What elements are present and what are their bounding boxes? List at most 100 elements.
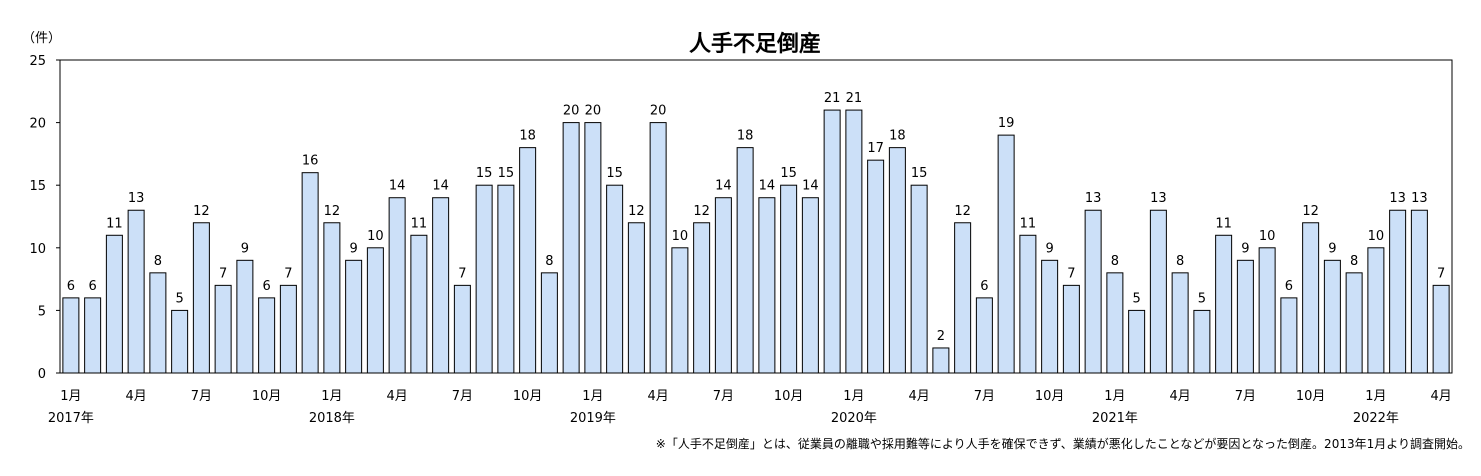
- data-label: 12: [324, 204, 341, 219]
- data-label: 13: [1389, 191, 1406, 206]
- data-label: 15: [606, 166, 623, 181]
- data-label: 8: [1176, 254, 1184, 269]
- x-month-label: 10月: [513, 389, 543, 404]
- data-label: 5: [1198, 291, 1206, 306]
- x-year-label: 2021年: [1092, 411, 1138, 426]
- x-month-label: 10月: [1035, 389, 1065, 404]
- data-label: 15: [476, 166, 493, 181]
- x-month-label: 7月: [452, 389, 473, 404]
- x-year-label: 2017年: [48, 411, 94, 426]
- bar: [127, 209, 145, 374]
- bar: [845, 109, 863, 374]
- x-month-label: 1月: [321, 389, 342, 404]
- bar: [693, 222, 711, 374]
- bar: [1236, 259, 1254, 374]
- x-month-label: 7月: [1235, 389, 1256, 404]
- x-month-label: 7月: [974, 389, 995, 404]
- data-label: 7: [1067, 266, 1075, 281]
- data-label: 19: [998, 116, 1015, 131]
- data-label: 8: [154, 254, 162, 269]
- data-label: 12: [954, 204, 971, 219]
- data-label: 10: [367, 229, 384, 244]
- data-label: 6: [262, 279, 270, 294]
- bar: [823, 109, 841, 374]
- data-label: 6: [67, 279, 75, 294]
- data-label: 18: [737, 129, 754, 144]
- bar: [1345, 272, 1363, 374]
- data-label: 5: [175, 291, 183, 306]
- data-label: 15: [498, 166, 515, 181]
- bar: [192, 222, 210, 374]
- bar: [214, 284, 232, 374]
- data-label: 5: [1132, 291, 1140, 306]
- bar: [1215, 234, 1233, 374]
- bar: [1302, 222, 1320, 374]
- bar: [301, 172, 319, 374]
- x-month-label: 4月: [647, 389, 668, 404]
- data-label: 12: [193, 204, 210, 219]
- data-label: 8: [1111, 254, 1119, 269]
- y-tick-label: 5: [38, 304, 46, 319]
- data-label: 11: [1020, 216, 1037, 231]
- x-year-label: 2020年: [831, 411, 877, 426]
- bar: [584, 122, 602, 374]
- data-label: 20: [563, 104, 580, 119]
- x-month-label: 1月: [582, 389, 603, 404]
- data-label: 9: [1045, 241, 1053, 256]
- bar: [519, 147, 537, 374]
- bar: [671, 247, 689, 374]
- bar: [410, 234, 428, 374]
- x-year-label: 2019年: [570, 411, 616, 426]
- bar: [149, 272, 167, 374]
- bar: [1149, 209, 1167, 374]
- x-month-label: 1月: [843, 389, 864, 404]
- data-label: 7: [458, 266, 466, 281]
- bar: [606, 184, 624, 374]
- bar: [867, 159, 885, 374]
- bar: [388, 197, 406, 374]
- data-label: 8: [545, 254, 553, 269]
- data-label: 18: [889, 129, 906, 144]
- data-label: 12: [693, 204, 710, 219]
- data-label: 9: [349, 241, 357, 256]
- bar: [997, 134, 1015, 374]
- data-label: 9: [241, 241, 249, 256]
- data-label: 14: [715, 179, 732, 194]
- bar: [345, 259, 363, 374]
- bar: [1367, 247, 1385, 374]
- bar: [1258, 247, 1276, 374]
- x-month-label: 4月: [386, 389, 407, 404]
- bar: [1410, 209, 1428, 374]
- bar: [714, 197, 732, 374]
- bar: [1062, 284, 1080, 374]
- bar: [1193, 309, 1211, 374]
- bar: [1084, 209, 1102, 374]
- footnote: ※「人手不足倒産」とは、従業員の離職や採用難等により人手を確保できず、業績が悪化…: [656, 436, 1470, 451]
- bar: [801, 197, 819, 374]
- x-month-label: 4月: [1430, 389, 1451, 404]
- x-month-label: 1月: [60, 389, 81, 404]
- data-label: 8: [1350, 254, 1358, 269]
- bar: [932, 347, 950, 374]
- data-label: 13: [1150, 191, 1167, 206]
- x-month-label: 4月: [1169, 389, 1190, 404]
- x-month-label: 7月: [713, 389, 734, 404]
- y-axis-unit: （件）: [22, 31, 61, 46]
- data-label: 6: [88, 279, 96, 294]
- bar: [171, 309, 189, 374]
- bar: [236, 259, 254, 374]
- y-tick-label: 10: [29, 242, 46, 257]
- data-label: 10: [672, 229, 689, 244]
- data-label: 13: [1085, 191, 1102, 206]
- bar: [258, 297, 276, 374]
- bar: [540, 272, 558, 374]
- bar: [1389, 209, 1407, 374]
- data-label: 20: [585, 104, 602, 119]
- data-label: 11: [411, 216, 428, 231]
- chart-title: 人手不足倒産: [689, 31, 821, 57]
- bar: [1019, 234, 1037, 374]
- data-label: 11: [106, 216, 123, 231]
- y-tick-label: 20: [29, 117, 46, 132]
